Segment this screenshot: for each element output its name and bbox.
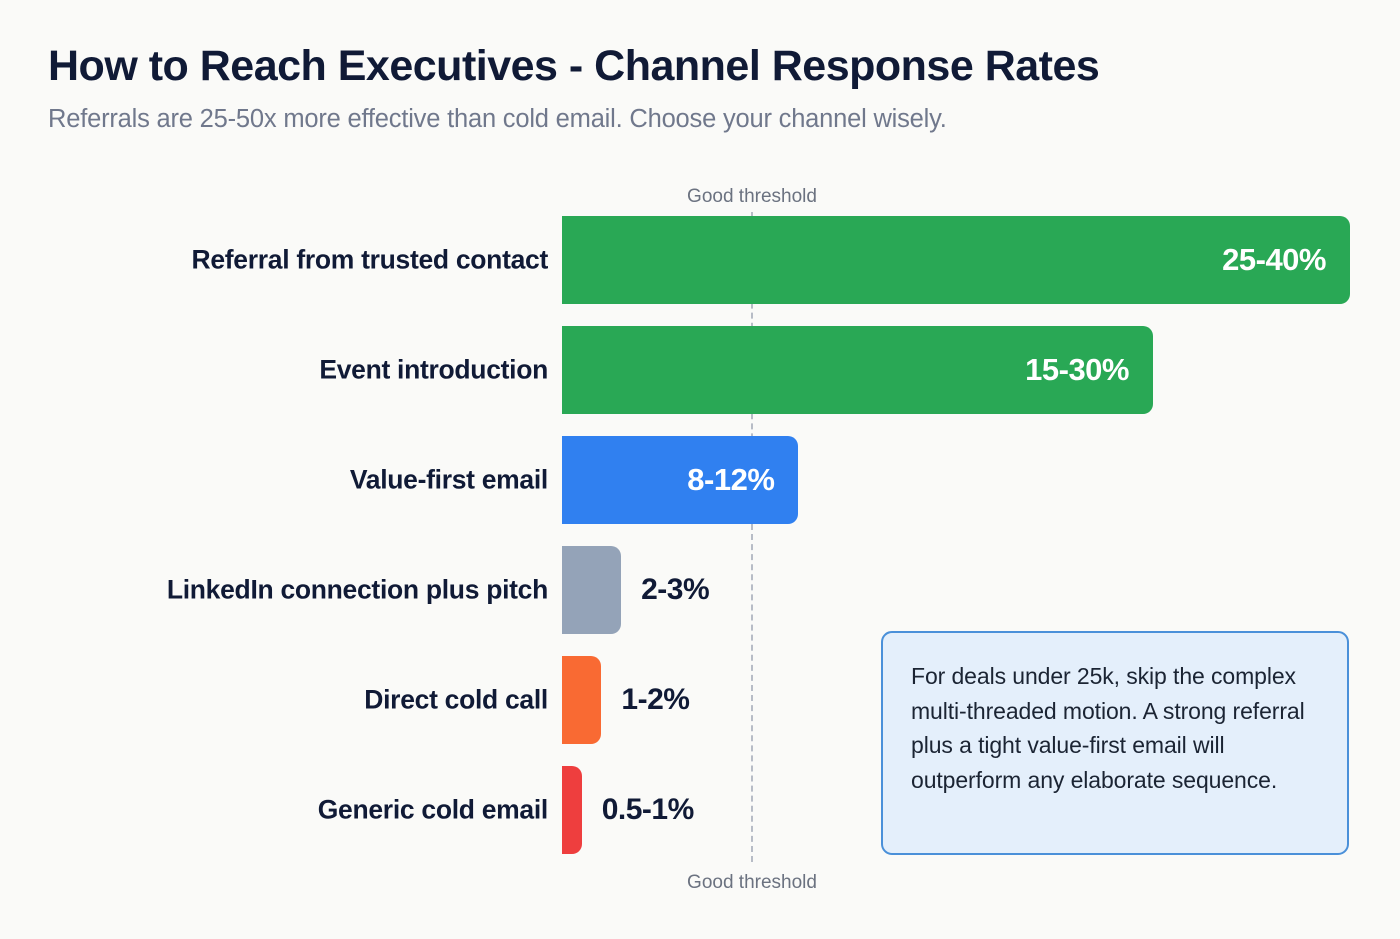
- chart-subtitle: Referrals are 25-50x more effective than…: [48, 105, 947, 134]
- good-threshold-label-top: Good threshold: [687, 186, 817, 207]
- bar[interactable]: [562, 656, 602, 744]
- bar[interactable]: 25-40%: [562, 216, 1350, 304]
- good-threshold-line: [751, 212, 753, 862]
- bar-value-label: 25-40%: [1222, 242, 1326, 277]
- bar-category-label: Generic cold email: [317, 794, 549, 825]
- bar-category-label: Value-first email: [349, 464, 548, 495]
- bar-row: LinkedIn connection plus pitch 2-3%: [0, 546, 1400, 634]
- bar-row: Event introduction 15-30%: [0, 326, 1400, 414]
- insight-callout-text: For deals under 25k, skip the complex mu…: [911, 663, 1305, 793]
- bar[interactable]: 15-30%: [562, 326, 1153, 414]
- bar-row: Direct cold call 1-2%: [0, 656, 1400, 744]
- bar-value-label: 2-3%: [641, 573, 710, 606]
- bar-value-label: 0.5-1%: [601, 793, 695, 826]
- page-title: How to Reach Executives - Channel Respon…: [48, 42, 1100, 90]
- bar[interactable]: 8-12%: [562, 436, 799, 524]
- bar[interactable]: [562, 546, 622, 634]
- bar-value-label: 1-2%: [621, 683, 690, 716]
- bar-value-label: 15-30%: [1025, 352, 1129, 387]
- good-threshold-label-bottom: Good threshold: [687, 872, 817, 893]
- bar-row: Referral from trusted contact 25-40%: [0, 216, 1400, 304]
- bar-row: Generic cold email 0.5-1%: [0, 766, 1400, 854]
- insight-callout-box: For deals under 25k, skip the complex mu…: [881, 631, 1349, 855]
- bar-row: Value-first email 8-12%: [0, 436, 1400, 524]
- bar-value-label: 8-12%: [687, 462, 775, 497]
- bar-category-label: Direct cold call: [364, 684, 548, 715]
- bar-category-label: Referral from trusted contact: [191, 244, 549, 275]
- bar-category-label: Event introduction: [319, 354, 548, 385]
- bar[interactable]: [562, 766, 582, 854]
- bar-category-label: LinkedIn connection plus pitch: [166, 574, 548, 605]
- chart-header: How to Reach Executives - Channel Respon…: [48, 42, 1348, 134]
